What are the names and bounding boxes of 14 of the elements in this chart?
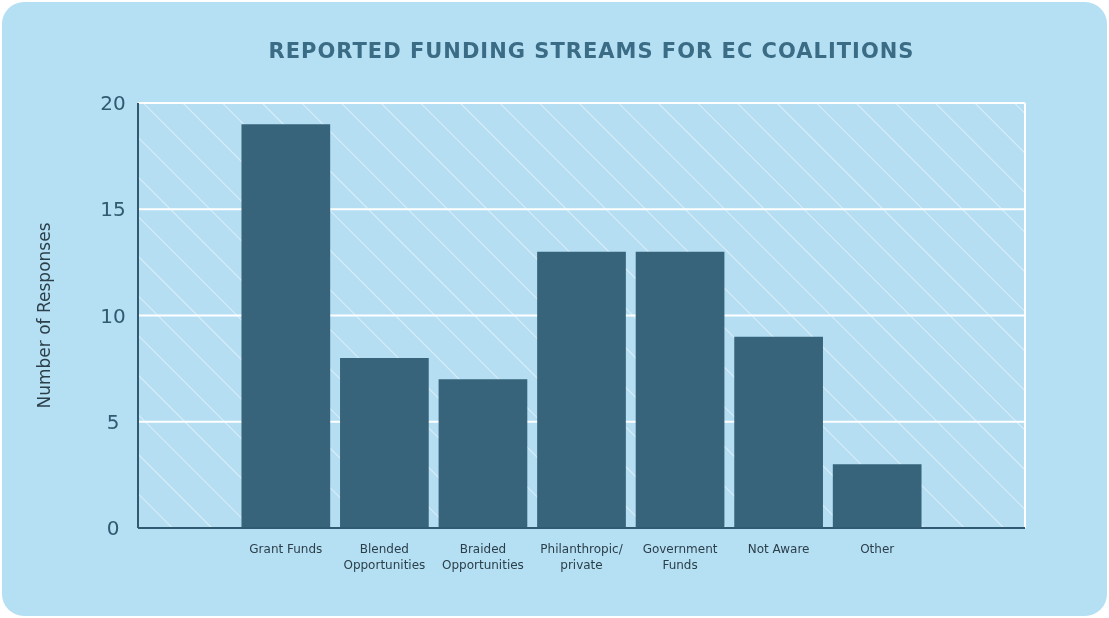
x-tick-label: Grant Funds — [249, 542, 323, 556]
x-tick-label: Braided Opportunities — [442, 542, 524, 572]
x-tick-label: Other — [860, 542, 895, 556]
y-tick-label: 15 — [100, 197, 126, 222]
x-tick-label: Not Aware — [747, 542, 810, 556]
y-tick-label: 20 — [100, 91, 126, 115]
y-tick-label: 0 — [106, 516, 120, 540]
x-tick-label: Government Funds — [642, 542, 718, 572]
chart-title: REPORTED FUNDING STREAMS FOR EC COALITIONS — [268, 39, 915, 63]
x-tick-label: Blended Opportunities — [343, 542, 426, 572]
y-axis-title: Number of Responses — [34, 222, 54, 409]
y-tick-label: 5 — [106, 409, 120, 434]
x-tick-label: Philanthropic/ private — [540, 542, 624, 572]
y-tick-label: 10 — [100, 303, 126, 328]
